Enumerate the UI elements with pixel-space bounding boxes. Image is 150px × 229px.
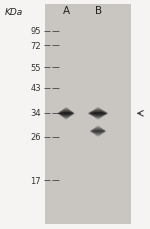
Ellipse shape (93, 108, 103, 119)
Ellipse shape (94, 127, 102, 136)
Ellipse shape (91, 131, 105, 133)
Ellipse shape (90, 110, 106, 118)
Ellipse shape (62, 108, 70, 119)
Text: 72: 72 (30, 42, 41, 51)
Text: A: A (63, 6, 70, 16)
Ellipse shape (92, 128, 104, 135)
Ellipse shape (63, 108, 69, 120)
Ellipse shape (93, 127, 103, 136)
Text: KDa: KDa (5, 8, 23, 16)
Ellipse shape (90, 113, 106, 115)
Ellipse shape (91, 129, 105, 134)
Ellipse shape (61, 109, 72, 119)
Text: 55: 55 (30, 63, 41, 72)
Ellipse shape (58, 111, 74, 117)
Ellipse shape (94, 108, 102, 120)
Text: 26: 26 (30, 133, 41, 142)
Ellipse shape (95, 126, 101, 137)
Ellipse shape (59, 113, 73, 115)
Text: 17: 17 (30, 176, 41, 185)
Ellipse shape (89, 111, 107, 117)
Ellipse shape (92, 109, 104, 119)
Ellipse shape (60, 110, 73, 118)
Text: 43: 43 (30, 84, 41, 93)
Ellipse shape (88, 111, 108, 116)
Text: 95: 95 (30, 27, 41, 36)
Text: B: B (95, 6, 102, 16)
Ellipse shape (90, 129, 106, 134)
Text: 34: 34 (30, 109, 41, 118)
Ellipse shape (58, 111, 75, 116)
Bar (45, 5, 131, 224)
